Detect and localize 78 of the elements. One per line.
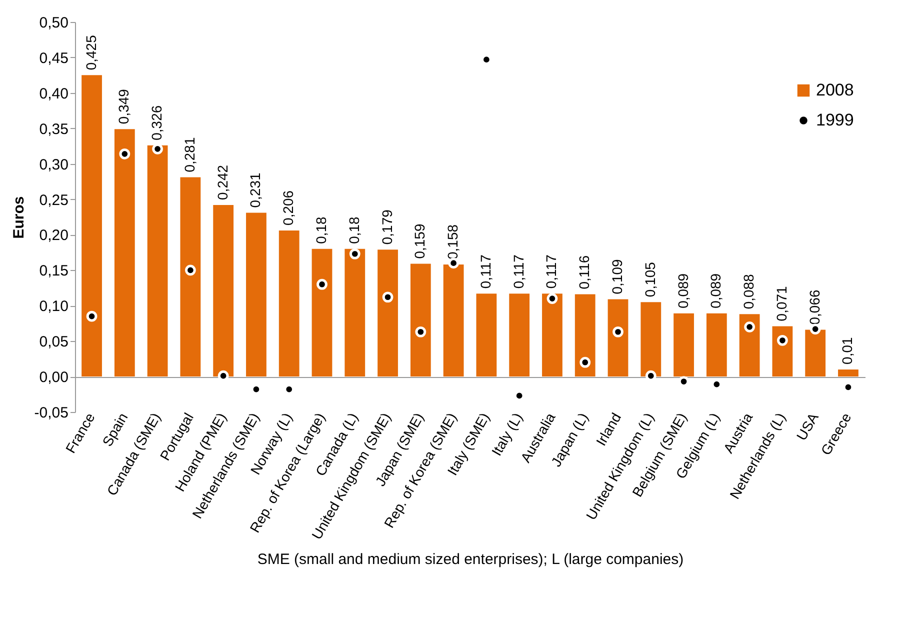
point [810,324,821,334]
bar [772,326,793,377]
y-tick-label: 0,45 [39,50,68,67]
bar [739,314,760,377]
y-tick-label: 0,00 [39,369,68,386]
data-label: 0,18 [313,216,329,244]
y-tick-label: 0,35 [39,120,68,138]
bar [640,302,662,377]
bar [114,129,135,377]
bar [312,248,332,377]
y-tick-label: 0,30 [39,156,68,174]
bar [344,248,366,377]
point [744,321,755,332]
y-tick-label: 0,05 [39,334,68,351]
data-label: 0,242 [214,164,230,200]
bar [574,294,596,377]
bar [706,313,727,377]
x-axis-title: SME (small and medium sized enterprises); L (large companies) [257,550,684,568]
point [546,293,558,304]
bar [838,369,858,377]
point [86,310,98,322]
bar [805,330,826,377]
y-tick-label: 0,40 [39,85,68,102]
point [349,248,360,260]
bar [674,313,694,377]
data-label: 0,105 [642,262,658,298]
data-label: 0,206 [280,190,296,226]
y-axis-title: Euros [10,196,28,239]
y-tick-label: -0,05 [34,404,68,422]
y-tick-label: 0,50 [39,14,68,32]
bar [608,299,628,377]
data-label: 0,01 [839,336,856,364]
bar [147,145,168,377]
data-label: 0,425 [82,34,99,70]
point [415,326,426,338]
point [382,292,394,303]
data-label: 0,089 [674,273,691,308]
y-tick-label: 0,25 [39,192,68,209]
bar [410,264,431,377]
point [185,264,196,276]
data-label: 0,117 [543,254,560,289]
data-label: 0,18 [346,216,362,244]
bar [82,75,102,377]
data-label: 0,089 [708,273,724,308]
data-label: 0,159 [412,224,428,259]
y-tick-label: 0,15 [39,262,68,280]
data-label: 0,109 [609,259,625,294]
y-tick-label: 0,20 [39,227,68,244]
point [580,356,591,368]
data-label: 0,066 [806,289,822,325]
point [119,148,130,160]
y-tick-label: 0,10 [39,298,68,316]
data-label: 0,231 [247,172,264,208]
data-label: 0,071 [773,286,790,322]
data-label: 0,116 [576,255,592,290]
legend-label: 1999 [816,110,854,130]
bar [443,264,464,377]
data-label: 0,088 [740,274,757,310]
data-label: 0,179 [378,209,395,245]
point [316,278,328,290]
data-label: 0,349 [116,88,132,124]
point [612,326,624,338]
data-label: 0,117 [510,254,526,289]
bar [278,230,300,377]
data-label: 0,326 [148,105,165,140]
bar [180,177,201,377]
bar [542,294,562,377]
point [152,144,163,154]
bar [509,294,530,377]
data-label: 0,158 [444,224,461,260]
bar [476,294,497,377]
data-label: 0,117 [477,254,494,289]
legend-label: 2008 [816,80,854,100]
bar [213,204,234,377]
data-label: 0,281 [181,137,198,172]
bar [378,250,398,377]
point [777,334,788,346]
bar [246,212,266,377]
